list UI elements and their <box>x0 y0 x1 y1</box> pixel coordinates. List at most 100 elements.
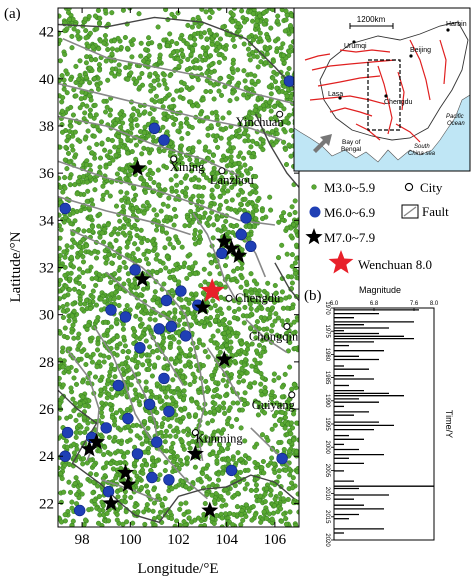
m3-event <box>93 275 99 281</box>
m3-event <box>269 455 275 461</box>
m3-event <box>139 441 145 447</box>
m3-event <box>272 79 279 85</box>
m3-event <box>151 85 157 91</box>
m3-event <box>286 438 293 444</box>
m3-event <box>142 326 148 332</box>
m3-event <box>97 155 104 161</box>
m3-event <box>58 252 63 259</box>
m3-event <box>160 385 167 391</box>
m3-event <box>142 419 148 425</box>
m3-event <box>207 441 213 447</box>
m3-event <box>76 289 82 295</box>
m3-event <box>108 362 114 368</box>
m3-event <box>70 147 76 153</box>
m3-event <box>60 304 66 310</box>
m3-event <box>125 364 131 370</box>
m3-event <box>278 103 284 109</box>
m3-event <box>117 341 123 347</box>
m3-event <box>146 35 152 41</box>
m3-event <box>252 512 258 518</box>
m3-event <box>171 336 177 342</box>
m3-event <box>82 136 88 142</box>
m3-event <box>257 13 263 19</box>
m3-event <box>111 296 117 302</box>
m3-event <box>191 235 198 242</box>
m3-event <box>186 440 192 447</box>
m3-event <box>143 47 149 53</box>
m3-event <box>134 284 140 290</box>
m3-event <box>187 271 193 277</box>
m3-event <box>129 54 135 60</box>
m3-event <box>227 405 233 411</box>
m3-event <box>257 35 263 42</box>
m3-event <box>292 260 298 266</box>
m3-event <box>161 115 167 122</box>
m3-event <box>97 211 103 217</box>
m3-event <box>78 249 84 255</box>
m3-event <box>105 136 111 143</box>
m6-event <box>112 379 125 392</box>
m6-event <box>158 134 170 146</box>
m3-event <box>206 149 212 155</box>
m3-event <box>64 444 70 450</box>
m3-event <box>216 88 222 94</box>
m3-event <box>70 112 76 118</box>
m3-event <box>63 144 69 150</box>
m3-event <box>169 185 175 191</box>
inset-label-harbin: Harbin <box>446 21 467 28</box>
m3-event <box>83 35 89 41</box>
m3-event <box>294 420 299 426</box>
m3-event <box>96 359 102 365</box>
m3-event <box>219 157 225 163</box>
m3-event <box>190 296 196 302</box>
m3-event <box>172 307 178 313</box>
m3-event <box>89 359 95 365</box>
m3-event <box>94 347 101 353</box>
m3-event <box>268 492 274 498</box>
m3-event <box>66 159 72 165</box>
m3-event <box>212 303 218 309</box>
m3-event <box>289 263 295 269</box>
m3-event <box>133 142 139 148</box>
m3-event <box>253 482 259 488</box>
y-tick-label: 34 <box>39 213 55 229</box>
m3-event <box>113 319 119 325</box>
m3-event <box>212 33 218 39</box>
m3-event <box>282 425 288 431</box>
m3-event <box>155 167 161 173</box>
m3-event <box>113 152 119 158</box>
m3-event <box>102 385 108 391</box>
m3-event <box>68 104 74 110</box>
m3-event <box>217 76 223 82</box>
m3-event <box>222 410 228 416</box>
m3-event <box>74 191 80 197</box>
inset-map: 1200km Harbin Urumqi Beijing Lasa Chengd… <box>293 7 471 172</box>
m3-event <box>195 14 201 20</box>
city-marker <box>225 294 233 302</box>
m3-event <box>146 248 152 255</box>
m3-event <box>150 170 156 176</box>
m3-event <box>196 184 202 190</box>
m3-event <box>211 520 217 527</box>
m3-event <box>82 16 88 22</box>
m3-event <box>141 145 147 151</box>
m3-event <box>255 78 261 84</box>
m3-event <box>283 467 289 473</box>
m3-event <box>120 348 126 355</box>
m3-event <box>87 30 93 36</box>
m3-event <box>137 235 143 241</box>
m3-event <box>97 377 103 383</box>
m3-event <box>133 313 139 319</box>
m3-event <box>188 322 194 328</box>
m3-event <box>286 142 292 148</box>
m3-event <box>272 38 279 44</box>
m3-event <box>65 133 71 139</box>
m3-event <box>58 296 63 302</box>
m3-event <box>58 519 65 525</box>
m3-event <box>285 348 291 354</box>
m3-event <box>196 405 202 411</box>
m3-event <box>208 305 214 311</box>
m3-event <box>217 349 223 355</box>
m3-event <box>161 281 167 287</box>
m3-event <box>176 279 182 285</box>
